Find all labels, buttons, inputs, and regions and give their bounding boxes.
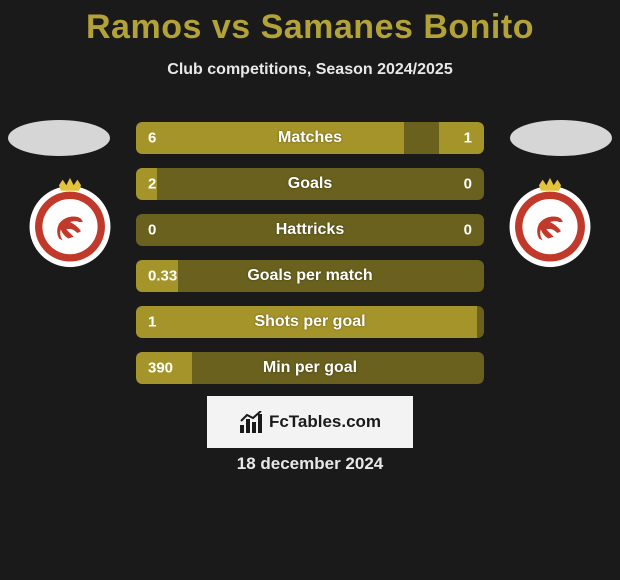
brand-text: FcTables.com: [269, 412, 381, 432]
fctables-logo-icon: [239, 411, 265, 433]
stat-label: Goals per match: [136, 267, 484, 285]
stat-row: 6Matches1: [136, 122, 484, 154]
stat-value-right: 0: [464, 176, 472, 193]
stat-value-right: 0: [464, 222, 472, 239]
comparison-infographic: Ramos vs Samanes Bonito Club competition…: [0, 0, 620, 580]
stat-row: 1Shots per goal: [136, 306, 484, 338]
stat-row: 0.33Goals per match: [136, 260, 484, 292]
footer-date: 18 december 2024: [0, 454, 620, 474]
page-title: Ramos vs Samanes Bonito: [0, 0, 620, 47]
stat-value-right: 1: [464, 130, 472, 147]
stat-row: 0Hattricks0: [136, 214, 484, 246]
stats-bars: 6Matches12Goals00Hattricks00.33Goals per…: [136, 122, 484, 398]
page-subtitle: Club competitions, Season 2024/2025: [0, 61, 620, 79]
player-silhouette-left: [8, 120, 110, 156]
stat-label: Hattricks: [136, 221, 484, 239]
club-badge-right: [504, 176, 596, 268]
player-silhouette-right: [510, 120, 612, 156]
brand-box[interactable]: FcTables.com: [207, 396, 413, 448]
stat-label: Shots per goal: [136, 313, 484, 331]
stat-label: Goals: [136, 175, 484, 193]
stat-row: 390Min per goal: [136, 352, 484, 384]
stat-label: Min per goal: [136, 359, 484, 377]
stat-row: 2Goals0: [136, 168, 484, 200]
club-badge-left: [24, 176, 116, 268]
stat-label: Matches: [136, 129, 484, 147]
